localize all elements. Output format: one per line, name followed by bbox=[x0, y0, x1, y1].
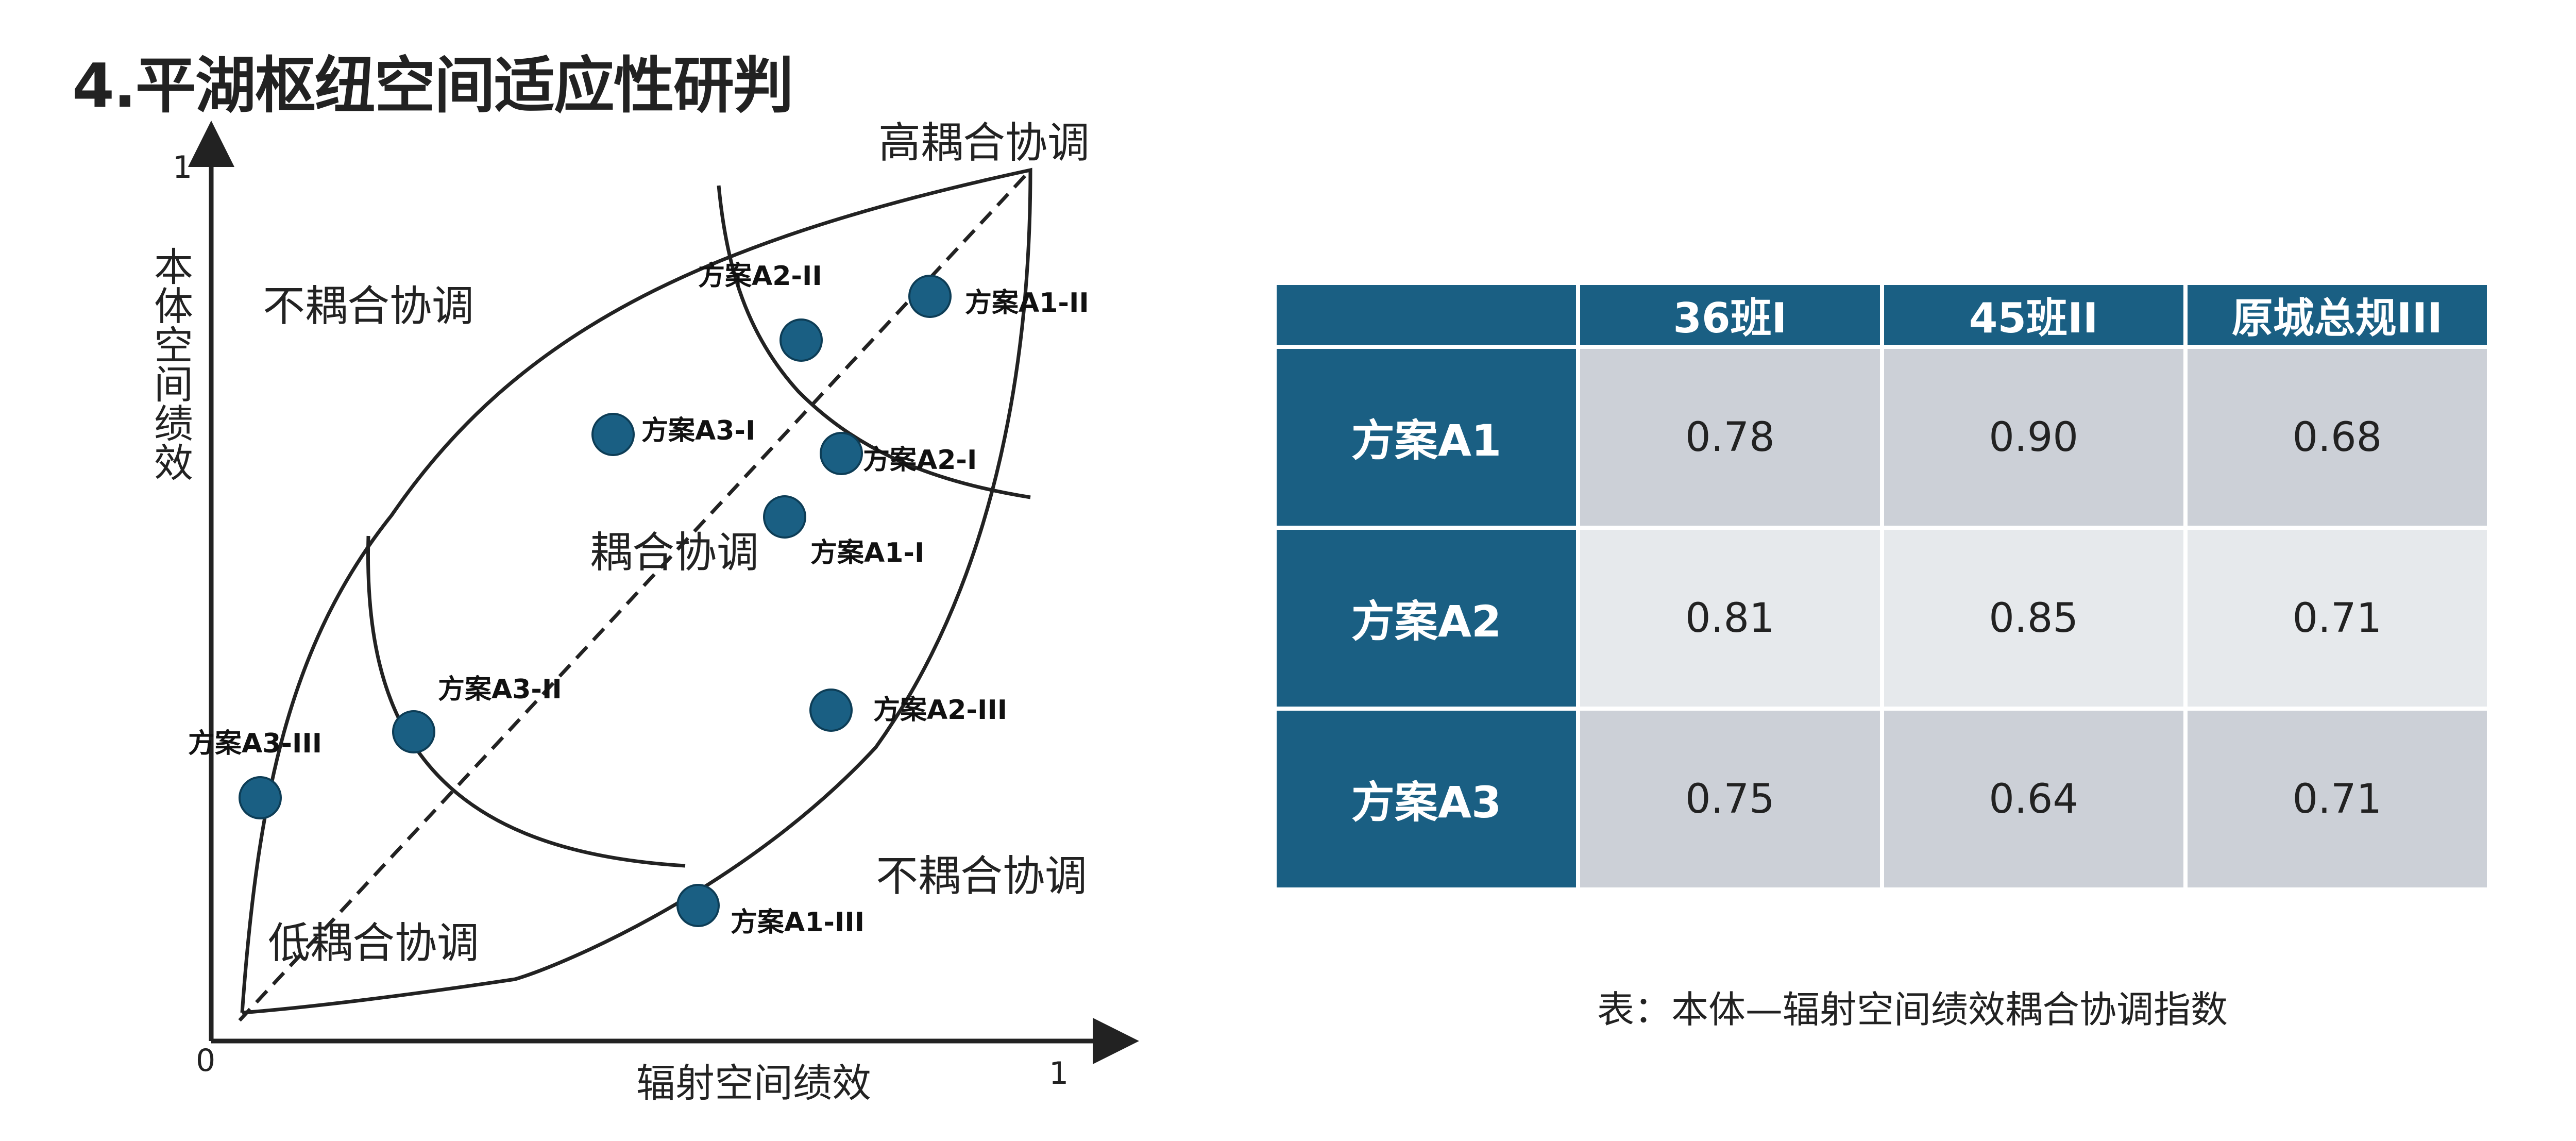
region-label-not-coupled-bottom: 不耦合协调 bbox=[876, 852, 1087, 901]
table-cell: 0.81 bbox=[1580, 530, 1880, 707]
point-a3-iii bbox=[239, 776, 282, 819]
high-coupling-boundary bbox=[717, 185, 1031, 499]
table-row: 方案A3 0.75 0.64 0.71 bbox=[1277, 711, 2487, 887]
table-corner-cell bbox=[1277, 285, 1577, 345]
point-label-a3-iii: 方案A3-III bbox=[188, 728, 322, 759]
diagonal-line bbox=[238, 169, 1032, 1022]
table-cell: 0.75 bbox=[1580, 711, 1880, 887]
coupling-coordination-diagram: 0 1 1 辐射空间绩效 本体空间绩效 高耦合协调 不耦合协调 耦合协调 不耦合… bbox=[154, 119, 1139, 1106]
table-cell: 0.71 bbox=[2187, 711, 2487, 887]
point-a3-i bbox=[591, 413, 635, 456]
point-a2-iii bbox=[809, 689, 853, 732]
table-header-row: 36班I 45班II 原城总规III bbox=[1277, 285, 2487, 345]
point-label-a2-i: 方案A2-I bbox=[863, 445, 977, 476]
page-title: 4.平湖枢纽空间适应性研判 bbox=[72, 50, 794, 121]
row-header: 方案A2 bbox=[1277, 530, 1577, 707]
point-label-a3-ii: 方案A3-II bbox=[438, 674, 562, 705]
row-header: 方案A3 bbox=[1277, 711, 1577, 887]
y-max-label: 1 bbox=[173, 149, 192, 186]
outer-leaf-boundary bbox=[240, 167, 1032, 1015]
x-max-label: 1 bbox=[1049, 1055, 1069, 1092]
x-axis-label: 辐射空间绩效 bbox=[636, 1060, 871, 1106]
table-cell: 0.68 bbox=[2187, 349, 2487, 526]
region-label-low: 低耦合协调 bbox=[268, 919, 479, 968]
table-cell: 0.90 bbox=[1884, 349, 2183, 526]
table-cell: 0.78 bbox=[1580, 349, 1880, 526]
table-cell: 0.85 bbox=[1884, 530, 2183, 707]
table-cell: 0.71 bbox=[2187, 530, 2487, 707]
column-header: 45班II bbox=[1884, 285, 2183, 345]
point-a1-iii bbox=[676, 884, 720, 927]
low-coupling-boundary bbox=[366, 535, 686, 868]
table-caption: 表：本体—辐射空间绩效耦合协调指数 bbox=[1597, 988, 2228, 1031]
point-label-a3-i: 方案A3-I bbox=[641, 415, 755, 446]
column-header: 36班I bbox=[1580, 285, 1880, 345]
column-header: 原城总规III bbox=[2187, 285, 2487, 345]
region-label-not-coupled-top: 不耦合协调 bbox=[263, 282, 474, 331]
scheme-points bbox=[239, 275, 952, 927]
table-row: 方案A2 0.81 0.85 0.71 bbox=[1277, 530, 2487, 707]
origin-label: 0 bbox=[196, 1043, 215, 1079]
point-a1-i bbox=[763, 495, 806, 539]
point-label-a1-iii: 方案A1-III bbox=[731, 907, 865, 938]
region-label-high: 高耦合协调 bbox=[878, 119, 1090, 167]
y-axis-label: 本体空间绩效 bbox=[154, 244, 193, 486]
point-label-a2-iii: 方案A2-III bbox=[873, 695, 1007, 726]
point-a3-ii bbox=[392, 710, 435, 753]
row-header: 方案A1 bbox=[1277, 349, 1577, 526]
point-a1-ii bbox=[908, 275, 952, 318]
point-label-a1-i: 方案A1-I bbox=[810, 538, 924, 568]
region-label-coupled: 耦合协调 bbox=[590, 528, 759, 577]
coupling-index-table: 36班I 45班II 原城总规III 方案A1 0.78 0.90 0.68 方… bbox=[1273, 281, 2491, 892]
point-label-a2-ii: 方案A2-II bbox=[698, 261, 822, 292]
point-a2-i bbox=[820, 432, 863, 475]
point-a2-ii bbox=[779, 318, 823, 362]
point-label-a1-ii: 方案A1-II bbox=[965, 288, 1089, 318]
table-cell: 0.64 bbox=[1884, 711, 2183, 887]
table-row: 方案A1 0.78 0.90 0.68 bbox=[1277, 349, 2487, 526]
